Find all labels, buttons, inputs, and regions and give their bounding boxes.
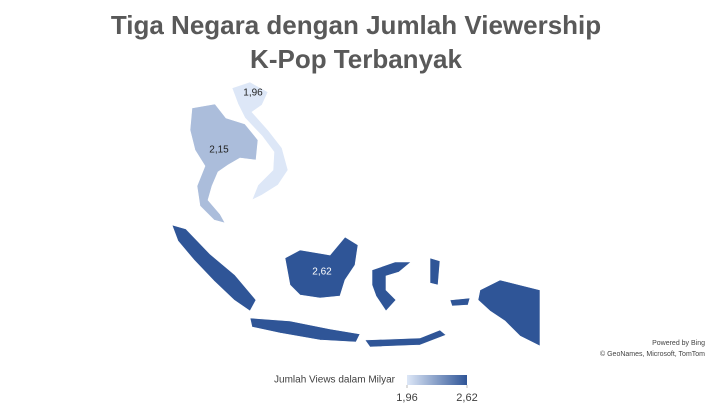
data-label: 1,96	[243, 88, 263, 99]
color-bar	[407, 375, 467, 385]
attribution: Powered by Bing	[652, 340, 705, 347]
legend-tick-label: 2,62	[456, 392, 477, 404]
legend-tick-label: 1,96	[396, 392, 417, 404]
region	[171, 224, 541, 348]
region	[231, 81, 289, 201]
chart-title: Tiga Negara dengan Jumlah Viewership K-P…	[110, 10, 602, 74]
region	[189, 103, 259, 224]
attribution: © GeoNames, Microsoft, TomTom	[600, 350, 705, 358]
data-label: 2,15	[209, 145, 229, 156]
legend-title: Jumlah Views dalam Milyar	[274, 375, 396, 386]
data-label: 2,62	[312, 267, 332, 278]
